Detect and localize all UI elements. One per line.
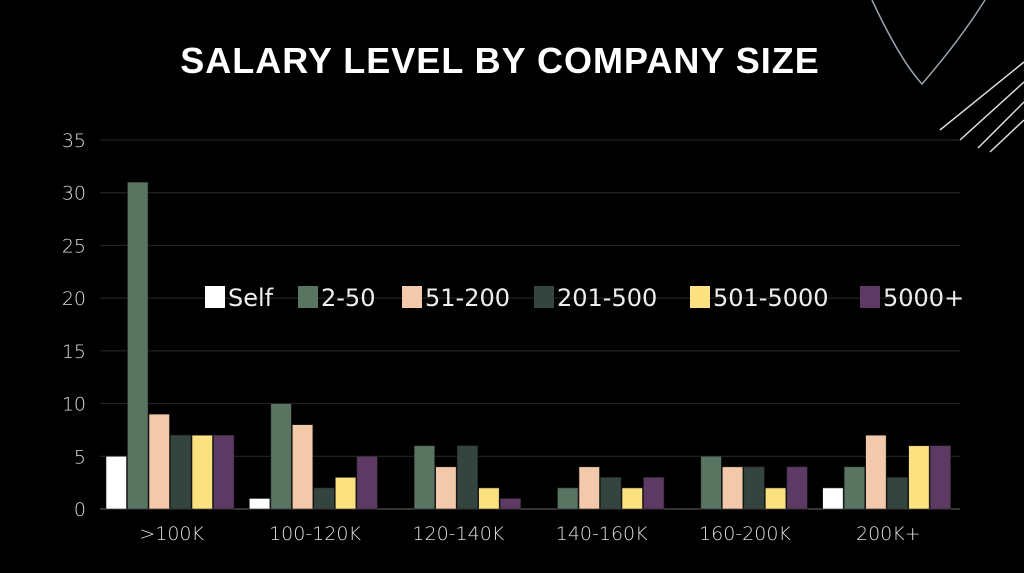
bar-self: [105, 455, 127, 510]
bar-501-5000: [621, 487, 643, 510]
y-tick-label: 5: [74, 446, 86, 468]
y-tick-label: 20: [62, 288, 86, 310]
legend-label: Self: [228, 284, 274, 312]
bar-self: [249, 498, 271, 510]
y-tick-label: 25: [62, 235, 86, 257]
y-tick-label: 0: [74, 499, 86, 521]
bar-501-5000: [765, 487, 787, 510]
bar-2-50: [700, 455, 722, 510]
legend-label: 501-5000: [713, 284, 829, 312]
x-tick-label: 100-120K: [269, 523, 361, 545]
bar-201-500: [743, 466, 765, 510]
bar-2-50: [270, 403, 292, 510]
bar-5000-: [643, 477, 665, 510]
y-tick-label: 30: [62, 183, 86, 205]
bar-51-200: [435, 466, 457, 510]
bar-2-50: [127, 181, 149, 510]
x-tick-label: 120-140K: [412, 523, 504, 545]
y-tick-label: 10: [62, 394, 86, 416]
bar-501-5000: [335, 477, 357, 510]
x-tick-label: 140-160K: [556, 523, 648, 545]
chart-title: SALARY LEVEL BY COMPANY SIZE: [180, 40, 820, 81]
decorative-line: [959, 81, 1024, 141]
bar-self: [822, 487, 844, 510]
decorative-line: [939, 61, 1024, 131]
bar-5000-: [499, 498, 521, 510]
bar-2-50: [413, 445, 435, 510]
bar-501-5000: [478, 487, 500, 510]
decorative-arc: [871, 0, 986, 86]
bar-5000-: [786, 466, 808, 510]
bar-51-200: [148, 413, 170, 510]
legend-label: 51-200: [425, 284, 510, 312]
bar-5000-: [213, 434, 235, 510]
bar-201-500: [456, 445, 478, 510]
bar-501-5000: [908, 445, 930, 510]
y-tick-label: 35: [62, 130, 86, 152]
y-tick-label: 15: [62, 341, 86, 363]
bar-51-200: [578, 466, 600, 510]
legend-label: 5000+: [883, 284, 964, 312]
bar-51-200: [865, 434, 887, 510]
bar-201-500: [600, 477, 622, 510]
bar-2-50: [843, 466, 865, 510]
bar-5000-: [929, 445, 951, 510]
bar-201-500: [170, 434, 192, 510]
bar-51-200: [722, 466, 744, 510]
decorative-line: [989, 119, 1024, 153]
x-tick-label: >100K: [139, 523, 204, 545]
legend-swatch: [860, 286, 880, 308]
legend-swatch: [205, 286, 225, 308]
bar-201-500: [886, 477, 908, 510]
bar-51-200: [292, 424, 314, 510]
legend-label: 2-50: [321, 284, 375, 312]
legend-swatch: [690, 286, 710, 308]
x-tick-label: 160-200K: [699, 523, 791, 545]
bar-501-5000: [191, 434, 213, 510]
legend-label: 201-500: [557, 284, 657, 312]
bar-5000-: [356, 455, 378, 510]
x-tick-label: 200K+: [856, 523, 921, 545]
legend-swatch: [534, 286, 554, 308]
legend-swatch: [298, 286, 318, 308]
decorative-line: [977, 101, 1024, 149]
bar-201-500: [313, 487, 335, 510]
legend-swatch: [402, 286, 422, 308]
bar-2-50: [557, 487, 579, 510]
